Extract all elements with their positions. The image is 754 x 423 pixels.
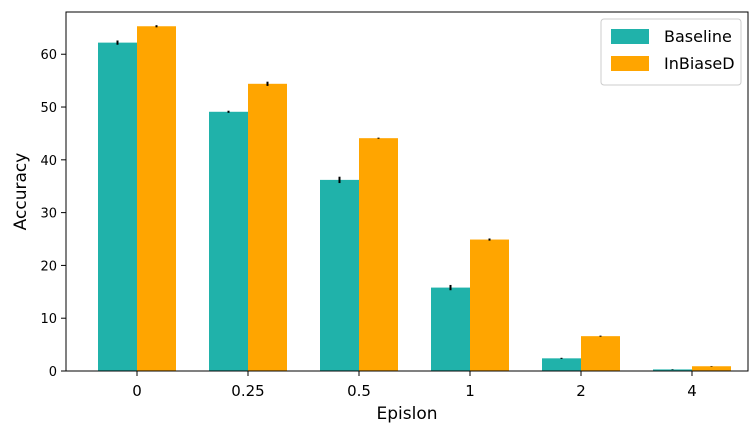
bar-baseline-1 — [431, 287, 470, 371]
x-tick-label: 2 — [576, 382, 586, 400]
bar-inbiased-0.25 — [248, 83, 287, 372]
bar-baseline-2 — [542, 358, 581, 371]
x-tick-label: 0 — [132, 382, 142, 400]
y-tick-label: 10 — [40, 312, 57, 327]
y-tick-label: 0 — [49, 365, 57, 380]
y-axis-label: Accuracy — [11, 153, 31, 231]
legend-label-baseline: Baseline — [664, 27, 732, 46]
x-tick-label: 4 — [687, 382, 697, 400]
x-tick-label: 0.5 — [347, 382, 371, 400]
legend-swatch-baseline — [611, 29, 649, 44]
legend: Baseline InBiaseD — [600, 18, 742, 86]
legend-label-inbiased: InBiaseD — [664, 54, 735, 73]
x-axis-label: Epislon — [376, 404, 437, 423]
error-bars-group — [116, 25, 713, 370]
bar-inbiased-0 — [137, 26, 176, 371]
bar-inbiased-2 — [581, 336, 620, 371]
bar-baseline-4 — [653, 369, 692, 371]
y-tick-label: 50 — [40, 101, 57, 116]
y-axis: 0 10 20 30 40 50 60 — [40, 48, 66, 380]
y-tick-label: 40 — [40, 154, 57, 169]
x-tick-label: 1 — [465, 382, 475, 400]
bar-baseline-0 — [98, 42, 137, 372]
x-axis: 0 0.25 0.5 1 2 4 — [132, 371, 697, 400]
y-tick-label: 60 — [40, 48, 57, 63]
legend-swatch-inbiased — [611, 56, 649, 71]
bar-baseline-0.5 — [320, 179, 359, 371]
bar-inbiased-0.5 — [359, 138, 398, 371]
bar-inbiased-1 — [470, 239, 509, 371]
bar-inbiased-4 — [692, 366, 731, 371]
x-tick-label: 0.25 — [231, 382, 264, 400]
bars-group — [98, 26, 731, 372]
bar-baseline-0.25 — [209, 111, 248, 371]
y-tick-label: 30 — [40, 207, 57, 222]
plot-frame — [65, 11, 749, 372]
y-tick-label: 20 — [40, 259, 57, 274]
